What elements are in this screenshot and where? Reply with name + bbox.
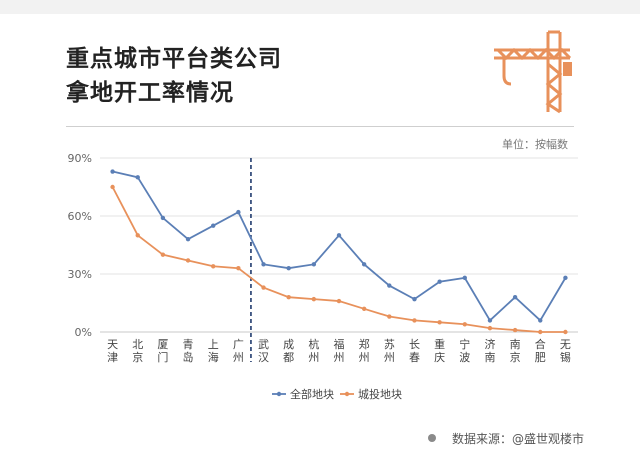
x-tick-label: 上海: [208, 338, 219, 364]
series-point: [135, 175, 140, 180]
legend-marker: [344, 391, 350, 397]
top-bar: [0, 0, 640, 14]
title-line-2: 拿地开工率情况: [66, 80, 234, 106]
series-point: [160, 252, 166, 257]
x-tick-label: 厦门: [157, 338, 168, 364]
series-point: [538, 318, 543, 323]
series-point: [311, 262, 317, 267]
title-line-1: 重点城市平台类公司: [66, 46, 282, 72]
series-point: [462, 275, 467, 281]
x-tick-label: 济南: [484, 337, 495, 364]
series-point: [512, 295, 518, 300]
series-point: [160, 215, 166, 221]
x-tick-label: 青岛: [183, 338, 194, 364]
y-tick-label: 0%: [75, 326, 92, 339]
series-point: [487, 325, 493, 331]
series-point: [437, 279, 442, 284]
series-line-1: [112, 170, 567, 322]
series-point: [412, 318, 417, 323]
series-point: [437, 320, 442, 325]
source-bullet: [428, 434, 436, 442]
x-tick-label: 天津: [107, 338, 118, 364]
x-tick-label: 北京: [132, 338, 143, 364]
series-point: [185, 237, 191, 242]
series-point: [361, 262, 367, 267]
series-point: [538, 329, 543, 335]
series-point: [135, 233, 140, 238]
legend-label: 全部地块: [290, 387, 334, 401]
series-point: [110, 169, 115, 174]
series-point: [361, 306, 367, 311]
series-point: [563, 275, 568, 281]
series-point: [236, 209, 241, 215]
y-tick-label: 60%: [68, 210, 92, 223]
x-tick-label: 杭州: [308, 337, 319, 364]
chart-title: 重点城市平台类公司 拿地开工率情况: [66, 42, 282, 110]
series-point: [512, 327, 518, 333]
series-point: [261, 262, 266, 267]
series-point: [387, 283, 392, 288]
legend-marker: [276, 391, 282, 397]
x-tick-label: 长春: [409, 338, 420, 364]
source-note: 数据来源：@盛世观楼市: [452, 432, 585, 446]
series-point: [311, 296, 317, 302]
crane-icon: [494, 30, 572, 114]
series-point: [336, 233, 342, 238]
series-point: [261, 285, 266, 290]
series-point: [286, 266, 291, 271]
y-tick-label: 30%: [68, 268, 92, 281]
x-tick-label: 合肥: [535, 337, 546, 364]
x-tick-label: 南京: [510, 338, 521, 364]
y-tick-label: 90%: [68, 152, 92, 165]
unit-label: 单位：按幅数: [502, 138, 568, 151]
x-tick-label: 郑州: [359, 337, 370, 364]
series-line-2: [111, 186, 566, 333]
series-point: [412, 296, 417, 302]
series-point: [336, 298, 342, 304]
title-divider: [66, 126, 574, 127]
series-point: [110, 184, 115, 190]
x-tick-label: 福州: [334, 337, 345, 364]
series-point: [286, 295, 291, 300]
x-tick-label: 无锡: [560, 338, 571, 364]
x-tick-label: 苏州: [384, 338, 395, 364]
x-tick-label: 重庆: [434, 337, 445, 364]
legend-label: 城投地块: [358, 387, 402, 401]
series-point: [487, 318, 493, 323]
series-point: [387, 314, 392, 319]
series-point: [211, 264, 216, 269]
series-point: [563, 329, 568, 335]
series-point: [236, 266, 241, 271]
series-point: [462, 322, 467, 327]
series-point: [185, 258, 191, 263]
x-tick-label: 宁波: [459, 337, 470, 364]
x-tick-label: 广州: [233, 338, 244, 364]
x-tick-label: 武汉: [258, 338, 269, 364]
x-tick-label: 成都: [283, 338, 294, 364]
series-point: [211, 223, 216, 228]
